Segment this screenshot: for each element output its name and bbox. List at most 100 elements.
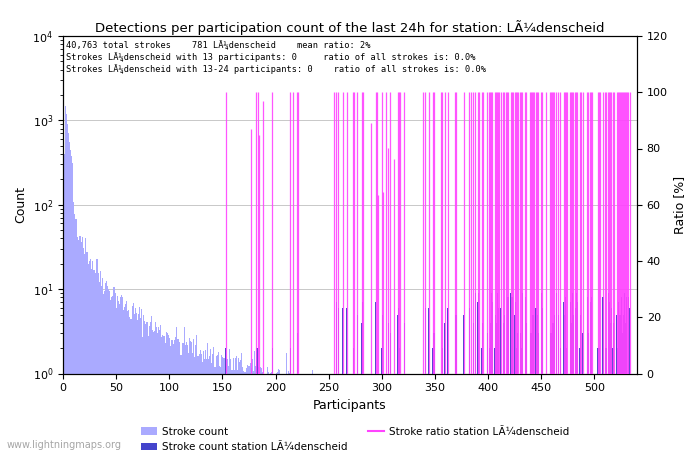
Bar (357, 374, 358, 450)
Bar (613, 374, 614, 450)
Bar (244, 372, 245, 450)
Title: Detections per participation count of the last 24h for station: LÃ¼denscheid: Detections per participation count of th… (95, 20, 605, 35)
Bar (139, 307, 140, 450)
Bar (271, 372, 272, 450)
Bar (109, 292, 111, 450)
Bar (155, 322, 156, 450)
Bar (89, 261, 90, 450)
Bar (354, 374, 355, 450)
Bar (441, 374, 442, 450)
Bar (72, 163, 73, 450)
Bar (210, 349, 211, 450)
Bar (354, 374, 355, 450)
Bar (177, 339, 178, 450)
Bar (157, 333, 158, 450)
Bar (376, 374, 377, 450)
Bar (170, 346, 171, 450)
Bar (84, 254, 85, 450)
Bar (246, 368, 247, 450)
Bar (607, 374, 608, 450)
Bar (290, 374, 291, 450)
Bar (474, 374, 475, 450)
Bar (495, 374, 496, 450)
Bar (189, 338, 190, 450)
Bar (207, 343, 208, 450)
Bar (539, 374, 540, 450)
Bar (117, 296, 118, 450)
Bar (631, 374, 632, 450)
Bar (201, 354, 202, 450)
Bar (312, 370, 314, 450)
Bar (558, 374, 559, 450)
Bar (411, 374, 412, 450)
Text: 40,763 total strokes    781 LÃ¼denscheid    mean ratio: 2%
Strokes LÃ¼denscheid : 40,763 total strokes 781 LÃ¼denscheid me… (66, 41, 486, 73)
Bar (527, 374, 528, 450)
Bar (206, 359, 207, 450)
Bar (526, 323, 527, 450)
Bar (296, 374, 297, 450)
Bar (498, 374, 499, 450)
Bar (78, 240, 80, 450)
Bar (476, 374, 477, 450)
Bar (591, 297, 592, 450)
Bar (277, 372, 279, 450)
Bar (185, 345, 186, 450)
Bar (449, 374, 451, 450)
Bar (538, 333, 539, 450)
Bar (630, 374, 631, 450)
Bar (153, 332, 154, 450)
Bar (552, 374, 554, 450)
Bar (430, 374, 431, 450)
Bar (419, 374, 421, 450)
Bar (369, 374, 370, 450)
Bar (254, 351, 255, 450)
Bar (202, 362, 203, 450)
Bar (543, 374, 544, 450)
Bar (120, 297, 121, 450)
Bar (479, 374, 480, 450)
Bar (293, 374, 294, 450)
Bar (258, 374, 259, 450)
Bar (353, 374, 354, 450)
Bar (225, 364, 226, 450)
Bar (368, 374, 369, 450)
Bar (597, 374, 598, 450)
Bar (475, 374, 476, 450)
Bar (310, 374, 312, 450)
Bar (251, 374, 252, 450)
Bar (349, 374, 351, 450)
Bar (592, 374, 593, 450)
Bar (554, 374, 556, 450)
Bar (512, 374, 513, 450)
Bar (548, 374, 550, 450)
Bar (560, 348, 561, 450)
Bar (515, 302, 517, 450)
Bar (491, 293, 492, 450)
Bar (488, 374, 489, 450)
Bar (192, 353, 193, 450)
Bar (556, 293, 557, 450)
Bar (64, 105, 66, 450)
Bar (377, 374, 378, 450)
Bar (491, 374, 492, 450)
Bar (624, 293, 625, 450)
Bar (344, 374, 345, 450)
Bar (408, 374, 409, 450)
Bar (221, 355, 222, 450)
Bar (169, 338, 170, 450)
Bar (172, 340, 173, 450)
Bar (562, 374, 563, 450)
Bar (606, 374, 607, 450)
Bar (115, 293, 116, 450)
Bar (537, 315, 538, 450)
Bar (425, 308, 426, 450)
Bar (304, 374, 306, 450)
Bar (583, 374, 584, 450)
Bar (566, 374, 568, 450)
Bar (389, 374, 390, 450)
Bar (416, 374, 417, 450)
Bar (594, 374, 595, 450)
Bar (121, 295, 122, 450)
Bar (620, 374, 622, 450)
Bar (173, 343, 174, 450)
